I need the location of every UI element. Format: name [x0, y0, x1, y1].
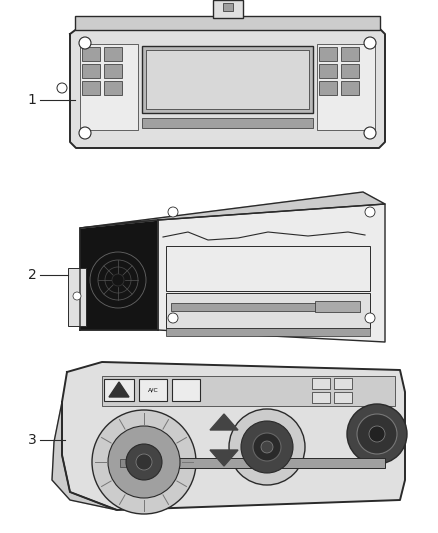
Bar — [104, 47, 122, 61]
Bar — [166, 293, 370, 328]
Bar — [341, 47, 359, 61]
Bar — [223, 3, 233, 11]
Bar — [82, 81, 100, 95]
Circle shape — [365, 313, 375, 323]
Bar — [146, 50, 309, 109]
Bar — [80, 44, 138, 130]
Bar — [117, 458, 385, 468]
Circle shape — [92, 410, 196, 514]
Circle shape — [365, 207, 375, 217]
Text: A/C: A/C — [148, 387, 159, 392]
Circle shape — [108, 426, 180, 498]
Circle shape — [261, 441, 273, 453]
Bar — [120, 459, 138, 467]
Circle shape — [136, 454, 152, 470]
Circle shape — [241, 421, 293, 473]
Bar — [319, 81, 337, 95]
Circle shape — [168, 207, 178, 217]
Bar — [315, 301, 360, 312]
Circle shape — [168, 313, 178, 323]
Bar — [312, 392, 330, 403]
Circle shape — [364, 37, 376, 49]
Bar — [82, 47, 100, 61]
Circle shape — [347, 404, 407, 464]
Bar — [319, 47, 337, 61]
Bar — [212, 0, 243, 18]
Circle shape — [126, 444, 162, 480]
Bar — [68, 268, 86, 326]
Bar — [171, 303, 335, 311]
Circle shape — [73, 292, 81, 300]
Circle shape — [79, 37, 91, 49]
Polygon shape — [80, 192, 385, 228]
Text: 2: 2 — [28, 268, 36, 282]
Bar — [341, 64, 359, 78]
Circle shape — [369, 426, 385, 442]
Text: 1: 1 — [28, 93, 36, 107]
Circle shape — [57, 83, 67, 93]
Bar — [104, 379, 134, 401]
Bar — [319, 64, 337, 78]
Bar — [142, 46, 313, 113]
Bar — [75, 16, 380, 30]
Bar — [166, 246, 370, 291]
Bar — [104, 81, 122, 95]
Circle shape — [79, 127, 91, 139]
Bar — [334, 392, 352, 403]
Polygon shape — [70, 28, 385, 148]
Bar — [82, 64, 100, 78]
Polygon shape — [109, 382, 129, 397]
Polygon shape — [80, 220, 158, 330]
Bar — [139, 379, 167, 401]
Bar — [142, 118, 313, 128]
Polygon shape — [52, 402, 117, 510]
Bar — [104, 64, 122, 78]
Bar — [312, 378, 330, 389]
Polygon shape — [62, 362, 405, 510]
Polygon shape — [210, 450, 238, 466]
Bar — [341, 81, 359, 95]
Bar — [172, 379, 200, 401]
Bar — [317, 44, 375, 130]
Bar — [334, 378, 352, 389]
Text: 3: 3 — [28, 433, 36, 447]
Circle shape — [229, 409, 305, 485]
Bar — [102, 376, 395, 406]
Circle shape — [364, 127, 376, 139]
Circle shape — [357, 414, 397, 454]
Circle shape — [253, 433, 281, 461]
Bar — [166, 328, 370, 336]
Polygon shape — [158, 204, 385, 342]
Polygon shape — [210, 414, 238, 430]
